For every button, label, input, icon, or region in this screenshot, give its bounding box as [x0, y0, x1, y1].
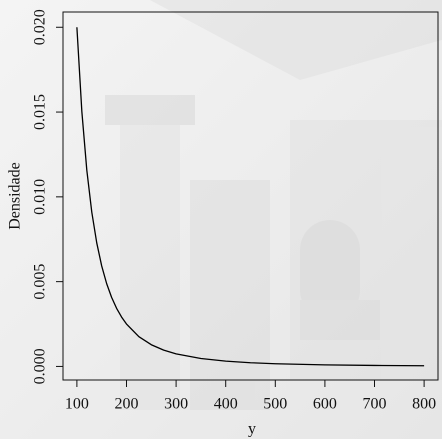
y-tick-label: 0.020 — [32, 9, 49, 45]
x-tick-label: 300 — [164, 396, 188, 413]
plot-frame — [62, 11, 439, 381]
background-photo — [105, 0, 442, 410]
x-axis-title: y — [248, 421, 256, 438]
x-tick-label: 500 — [263, 396, 287, 413]
y-tick-label: 0.000 — [32, 348, 49, 384]
y-tick-label: 0.010 — [32, 179, 49, 215]
x-tick-label: 600 — [313, 396, 337, 413]
y-axis-title: Densidade — [7, 162, 24, 230]
x-tick-label: 700 — [363, 396, 387, 413]
x-tick-label: 100 — [65, 396, 89, 413]
x-tick-label: 400 — [214, 396, 238, 413]
x-tick-label: 200 — [114, 396, 138, 413]
density-line — [76, 27, 425, 367]
x-tick-label: 800 — [412, 396, 436, 413]
y-tick-label: 0.015 — [32, 94, 49, 130]
y-tick-label: 0.005 — [32, 264, 49, 300]
